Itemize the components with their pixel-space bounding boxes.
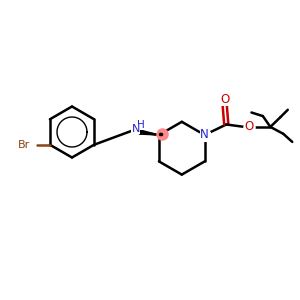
Text: O: O [220,93,230,106]
Text: Br: Br [18,140,30,150]
Text: H: H [136,120,144,130]
Text: N: N [200,128,209,142]
Text: O: O [244,120,254,134]
Text: N: N [131,124,140,134]
Polygon shape [139,130,159,135]
